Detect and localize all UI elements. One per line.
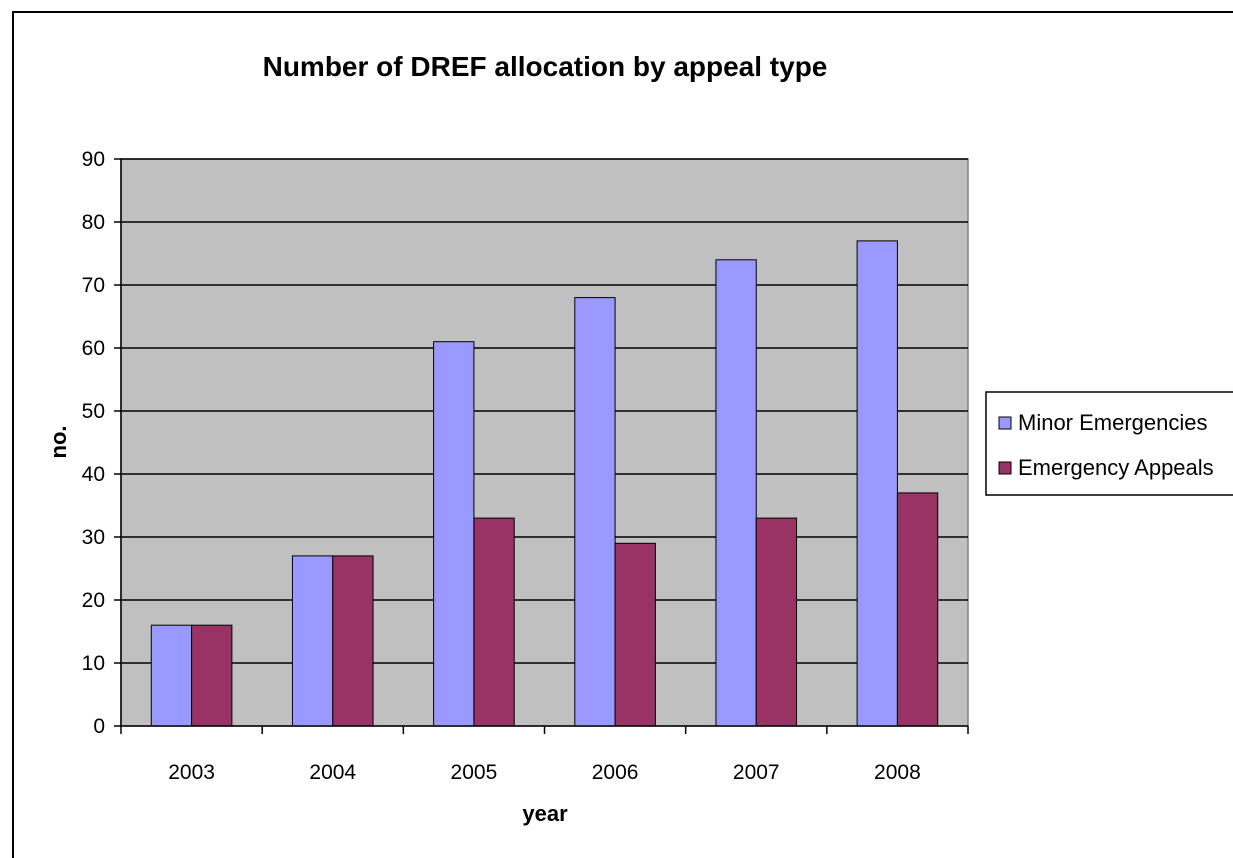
chart-title: Number of DREF allocation by appeal type: [263, 51, 828, 82]
y-tick-label: 10: [82, 652, 105, 675]
bar-emergency-appeals-2007: [755, 517, 798, 727]
y-tick-label: 90: [82, 148, 105, 171]
gridlines: [121, 158, 968, 664]
plot-area: [120, 158, 969, 727]
x-tick-label: 2006: [592, 761, 639, 784]
y-axis-title: no.: [46, 426, 71, 459]
y-tick-label: 80: [82, 211, 105, 234]
y-tick-label: 50: [82, 400, 105, 423]
x-axis-title: year: [522, 801, 568, 826]
x-tick-label: 2007: [733, 761, 780, 784]
legend-label-minor-emergencies: Minor Emergencies: [1018, 410, 1208, 435]
bar-emergency-appeals-2004: [332, 555, 374, 727]
y-tick-label: 30: [82, 526, 105, 549]
legend-swatch-minor-emergencies: [998, 416, 1012, 430]
y-tick-label: 70: [82, 274, 105, 297]
bar-minor-emergencies-2003: [150, 624, 193, 727]
y-tick-label: 60: [82, 337, 105, 360]
bars: [150, 240, 939, 727]
bar-minor-emergencies-2006: [574, 297, 616, 727]
legend-box: [985, 391, 1233, 496]
y-tick-label: 40: [82, 463, 105, 486]
legend-label-emergency-appeals: Emergency Appeals: [1018, 455, 1214, 480]
x-tick-label: 2004: [309, 761, 356, 784]
bar-emergency-appeals-2008: [896, 492, 939, 727]
bar-minor-emergencies-2007: [715, 259, 757, 727]
y-tick-label: 20: [82, 589, 105, 612]
bar-emergency-appeals-2005: [473, 517, 515, 727]
x-tick-label: 2003: [168, 761, 215, 784]
legend-swatch-emergency-appeals: [998, 461, 1012, 475]
x-axis-ticks: 2003 2004 2005 2006 2007 2008: [120, 726, 969, 784]
bar-emergency-appeals-2003: [191, 624, 233, 727]
bar-minor-emergencies-2008: [856, 240, 898, 727]
legend: Minor Emergencies Emergency Appeals: [985, 391, 1233, 496]
bar-minor-emergencies-2005: [433, 341, 475, 727]
y-tick-label: 0: [93, 715, 105, 738]
x-tick-label: 2005: [451, 761, 498, 784]
x-tick-label: 2008: [874, 761, 921, 784]
y-axis-ticks: 0 10 20 30 40 50 60 70 80 90: [82, 148, 121, 738]
bar-emergency-appeals-2006: [614, 542, 656, 727]
bar-minor-emergencies-2004: [291, 555, 334, 727]
